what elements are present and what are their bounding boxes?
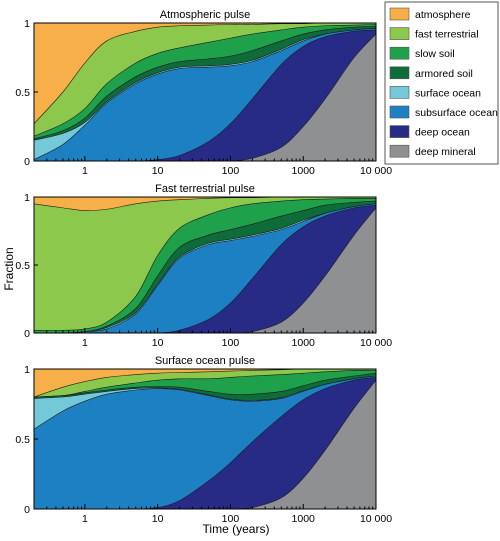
legend-swatch-subsurface-ocean [389, 105, 410, 119]
legend-swatch-deep-mineral [389, 144, 410, 158]
legend-swatch-slow-soil [389, 46, 410, 60]
x-tick-label: 10 [152, 337, 164, 349]
x-tick-label: 1 [82, 337, 88, 349]
legend-box [384, 1, 499, 165]
x-tick-label: 1000 [292, 165, 316, 177]
y-tick-label: 1 [24, 364, 30, 376]
x-tick-label: 10 000 [360, 513, 392, 525]
x-tick-label: 1000 [292, 337, 316, 349]
x-tick-label: 10 000 [360, 337, 392, 349]
legend-swatch-fast-terrestrial [389, 27, 410, 40]
x-tick-label: 1 [82, 513, 88, 525]
legend-swatch-surface-ocean [389, 86, 410, 99]
x-tick-label: 10 [152, 513, 164, 525]
y-tick-label: 0 [24, 504, 30, 516]
x-tick-label: 100 [222, 337, 240, 349]
y-tick-label: 1 [24, 18, 30, 30]
y-tick-label: 0.5 [15, 434, 30, 446]
panel-title: Fast terrestrial pulse [155, 183, 255, 195]
y-tick-label: 0 [24, 156, 30, 168]
legend-swatch-armored-soil [389, 66, 410, 80]
panel-fast-terrestrial-pulse: Fast terrestrial pulse 0 0.5 1 1 10 100 1000 10 … [15, 183, 392, 349]
legend-label-armored-soil: armored soil [415, 68, 473, 80]
legend-label-fast-terrestrial: fast terrestrial [415, 29, 479, 41]
panel-title: Surface ocean pulse [155, 355, 255, 367]
x-tick-label: 1 [82, 165, 88, 177]
x-axis-label: Time (years) [203, 522, 270, 536]
y-tick-label: 0.5 [15, 87, 30, 99]
legend-label-deep-ocean: deep ocean [415, 127, 470, 139]
legend-label-slow-soil: slow soil [415, 48, 455, 60]
x-tick-label: 10 [152, 165, 164, 177]
y-axis-label: Fraction [2, 247, 16, 290]
legend-label-deep-mineral: deep mineral [415, 146, 476, 158]
legend-label-subsurface-ocean: subsurface ocean [415, 107, 498, 119]
x-tick-label: 10 000 [360, 165, 392, 177]
y-tick-label: 1 [24, 192, 30, 204]
x-tick-label: 100 [222, 513, 240, 525]
y-tick-label: 0 [24, 328, 30, 340]
legend-swatch-deep-ocean [389, 125, 410, 138]
x-tick-label: 100 [222, 165, 240, 177]
panel-title: Atmospheric pulse [160, 9, 251, 21]
legend-swatch-atmosphere [389, 7, 410, 21]
legend: atmosphere fast terrestrial slow soil armor… [384, 1, 499, 165]
legend-label-surface-ocean: surface ocean [415, 87, 481, 99]
y-tick-label: 0.5 [15, 260, 30, 272]
x-tick-label: 1000 [292, 513, 316, 525]
legend-label-atmosphere: atmosphere [415, 9, 471, 21]
panel-atmospheric-pulse: Atmospheric pulse 0 0.5 1 1 10 100 1000 10 000 [15, 9, 392, 177]
panel-surface-ocean-pulse: Surface ocean pulse 0 0.5 1 1 10 100 1000 10 000 [15, 355, 392, 525]
